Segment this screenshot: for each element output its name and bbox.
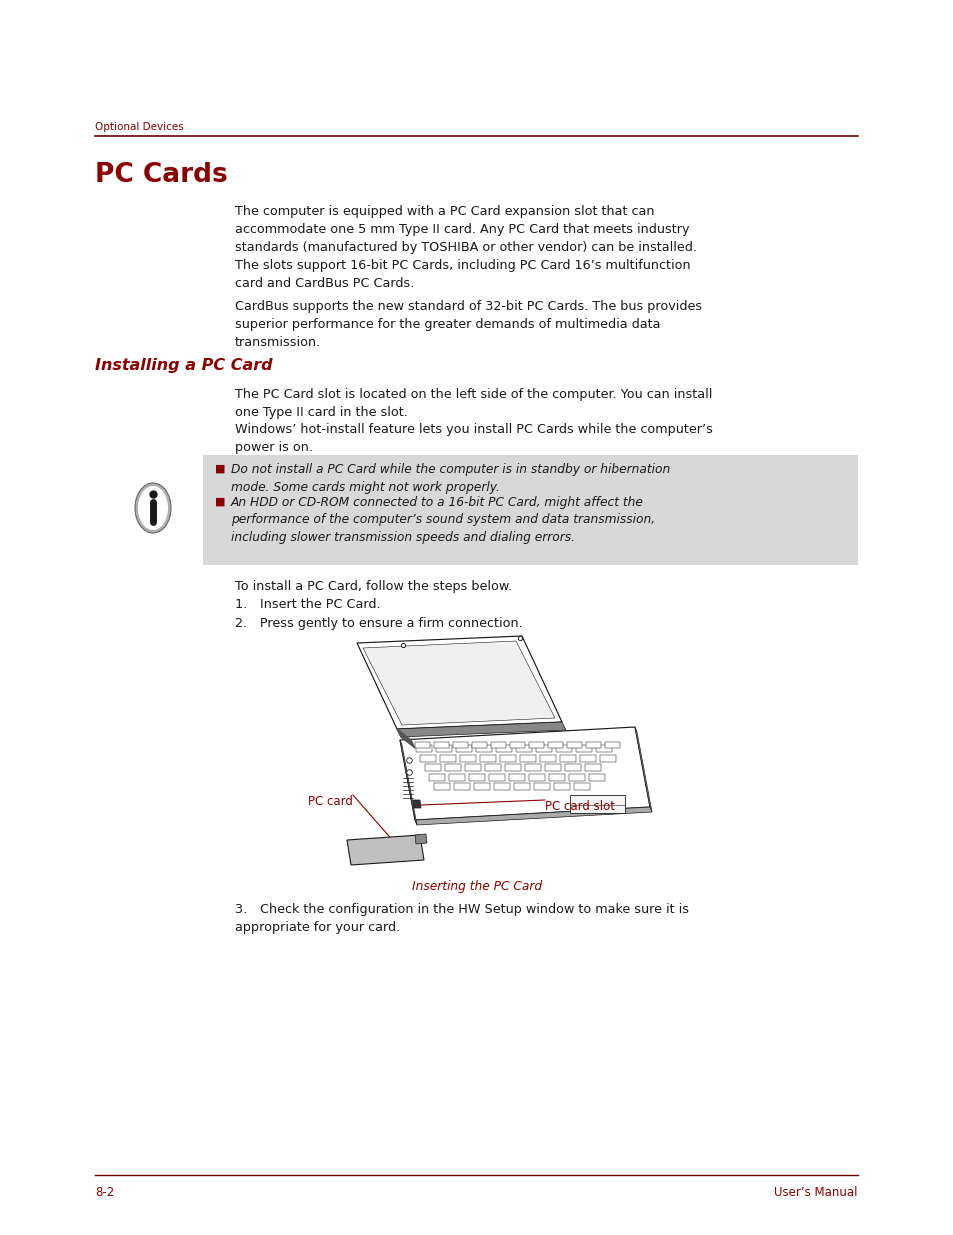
Text: 1. Insert the PC Card.: 1. Insert the PC Card. xyxy=(234,598,380,611)
Polygon shape xyxy=(356,636,561,729)
Bar xyxy=(574,783,589,790)
Bar xyxy=(520,755,536,762)
Text: The computer is equipped with a PC Card expansion slot that can
accommodate one : The computer is equipped with a PC Card … xyxy=(234,205,697,290)
Bar xyxy=(556,745,572,752)
Text: PC Cards: PC Cards xyxy=(95,162,228,188)
Bar xyxy=(415,742,430,748)
Bar xyxy=(480,755,496,762)
Text: ■: ■ xyxy=(214,464,225,474)
Bar xyxy=(484,764,500,771)
Bar xyxy=(564,764,580,771)
Bar xyxy=(599,755,616,762)
Bar xyxy=(464,764,480,771)
Text: Do not install a PC Card while the computer is in standby or hibernation
mode. S: Do not install a PC Card while the compu… xyxy=(231,463,670,494)
Bar xyxy=(416,745,432,752)
Text: The PC Card slot is located on the left side of the computer. You can install
on: The PC Card slot is located on the left … xyxy=(234,388,712,419)
Bar xyxy=(584,764,600,771)
Polygon shape xyxy=(396,722,565,737)
Bar xyxy=(529,773,545,781)
Bar xyxy=(516,745,532,752)
Bar xyxy=(489,773,505,781)
Bar xyxy=(476,745,492,752)
Bar xyxy=(440,755,456,762)
Bar xyxy=(544,764,560,771)
Bar xyxy=(569,773,585,781)
Text: PC card slot: PC card slot xyxy=(544,800,615,813)
Text: ■: ■ xyxy=(214,496,225,508)
Text: Installing a PC Card: Installing a PC Card xyxy=(95,358,273,373)
Bar xyxy=(424,764,440,771)
Bar xyxy=(504,764,520,771)
Bar xyxy=(514,783,530,790)
Bar xyxy=(589,773,605,781)
Bar xyxy=(549,773,565,781)
Bar xyxy=(472,742,486,748)
Bar xyxy=(434,783,450,790)
Bar xyxy=(529,742,543,748)
Bar xyxy=(604,742,619,748)
Bar xyxy=(560,755,576,762)
Bar xyxy=(576,745,592,752)
Polygon shape xyxy=(396,729,415,748)
Text: CardBus supports the new standard of 32-bit PC Cards. The bus provides
superior : CardBus supports the new standard of 32-… xyxy=(234,300,701,350)
Bar xyxy=(494,783,510,790)
Text: To install a PC Card, follow the steps below.: To install a PC Card, follow the steps b… xyxy=(234,580,512,593)
Bar xyxy=(444,764,460,771)
Bar xyxy=(509,773,525,781)
Bar xyxy=(500,755,516,762)
Text: Windows’ hot-install feature lets you install PC Cards while the computer’s
powe: Windows’ hot-install feature lets you in… xyxy=(234,424,712,454)
Bar xyxy=(456,745,472,752)
Bar xyxy=(510,742,524,748)
Bar xyxy=(453,742,468,748)
Bar xyxy=(436,745,452,752)
Ellipse shape xyxy=(135,483,171,534)
Text: 2. Press gently to ensure a firm connection.: 2. Press gently to ensure a firm connect… xyxy=(234,618,522,630)
Text: Inserting the PC Card: Inserting the PC Card xyxy=(412,881,541,893)
Bar xyxy=(540,755,556,762)
Text: An HDD or CD-ROM connected to a 16-bit PC Card, might affect the
performance of : An HDD or CD-ROM connected to a 16-bit P… xyxy=(231,496,655,543)
Bar xyxy=(554,783,569,790)
Bar xyxy=(569,795,624,813)
Bar xyxy=(585,742,600,748)
Ellipse shape xyxy=(138,487,168,530)
Bar xyxy=(434,742,449,748)
Text: PC card: PC card xyxy=(308,795,353,808)
Bar xyxy=(579,755,596,762)
Text: User’s Manual: User’s Manual xyxy=(774,1186,857,1199)
Text: 8-2: 8-2 xyxy=(95,1186,114,1199)
Bar xyxy=(491,742,505,748)
Polygon shape xyxy=(635,727,651,811)
Bar xyxy=(524,764,540,771)
Bar xyxy=(496,745,512,752)
Bar xyxy=(203,454,857,564)
Bar xyxy=(547,742,562,748)
Bar xyxy=(474,783,490,790)
Bar xyxy=(534,783,550,790)
Bar xyxy=(566,742,581,748)
Polygon shape xyxy=(399,727,649,820)
Polygon shape xyxy=(399,740,416,825)
Bar xyxy=(449,773,465,781)
Text: 3. Check the configuration in the HW Setup window to make sure it is
appropriate: 3. Check the configuration in the HW Set… xyxy=(234,903,688,934)
Polygon shape xyxy=(347,835,423,864)
Polygon shape xyxy=(415,806,651,825)
Bar xyxy=(454,783,470,790)
Polygon shape xyxy=(413,800,420,808)
Polygon shape xyxy=(363,641,555,725)
Polygon shape xyxy=(415,834,427,844)
Bar xyxy=(429,773,445,781)
Bar xyxy=(596,745,612,752)
Text: Optional Devices: Optional Devices xyxy=(95,122,184,132)
Bar xyxy=(460,755,476,762)
Bar xyxy=(536,745,552,752)
Bar xyxy=(469,773,485,781)
Bar xyxy=(420,755,436,762)
